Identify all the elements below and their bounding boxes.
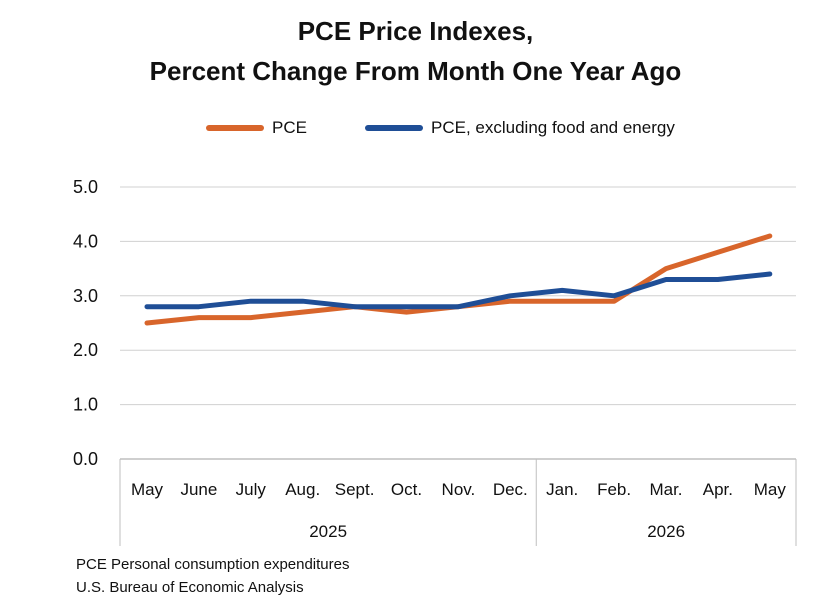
x-tick-label: Feb. xyxy=(597,480,631,499)
chart-subtitle: Percent Change From Month One Year Ago xyxy=(149,56,682,86)
x-tick-label: Jan. xyxy=(546,480,578,499)
legend-swatch-pce xyxy=(206,125,264,131)
y-tick-label: 5.0 xyxy=(73,177,98,197)
x-tick-label: Aug. xyxy=(285,480,320,499)
x-tick-label: May xyxy=(131,480,164,499)
x-tick-label: May xyxy=(754,480,787,499)
chart-title: PCE Price Indexes, xyxy=(297,16,534,46)
year-label: 2025 xyxy=(309,522,347,541)
y-tick-label: 1.0 xyxy=(73,395,98,415)
x-tick-label: Apr. xyxy=(703,480,733,499)
legend-label-core: PCE, excluding food and energy xyxy=(431,118,675,137)
y-tick-label: 4.0 xyxy=(73,231,98,251)
x-tick-label: Dec. xyxy=(493,480,528,499)
y-tick-label: 3.0 xyxy=(73,286,98,306)
x-tick-label: Oct. xyxy=(391,480,422,499)
x-tick-label: July xyxy=(236,480,267,499)
x-tick-label: Sept. xyxy=(335,480,375,499)
x-tick-label: Nov. xyxy=(442,480,476,499)
series-line-core xyxy=(144,271,773,310)
y-tick-label: 2.0 xyxy=(73,340,98,360)
legend-item-pce: PCE xyxy=(206,116,307,140)
x-tick-label: Mar. xyxy=(649,480,682,499)
footnote-source: U.S. Bureau of Economic Analysis xyxy=(76,579,304,596)
x-tick-label: June xyxy=(180,480,217,499)
legend-item-core: PCE, excluding food and energy xyxy=(365,116,675,140)
legend-swatch-core xyxy=(365,125,423,131)
y-tick-label: 0.0 xyxy=(73,449,98,469)
legend-label-pce: PCE xyxy=(272,118,307,137)
footnote-definition: PCE Personal consumption expenditures xyxy=(76,556,350,573)
year-label: 2026 xyxy=(647,522,685,541)
